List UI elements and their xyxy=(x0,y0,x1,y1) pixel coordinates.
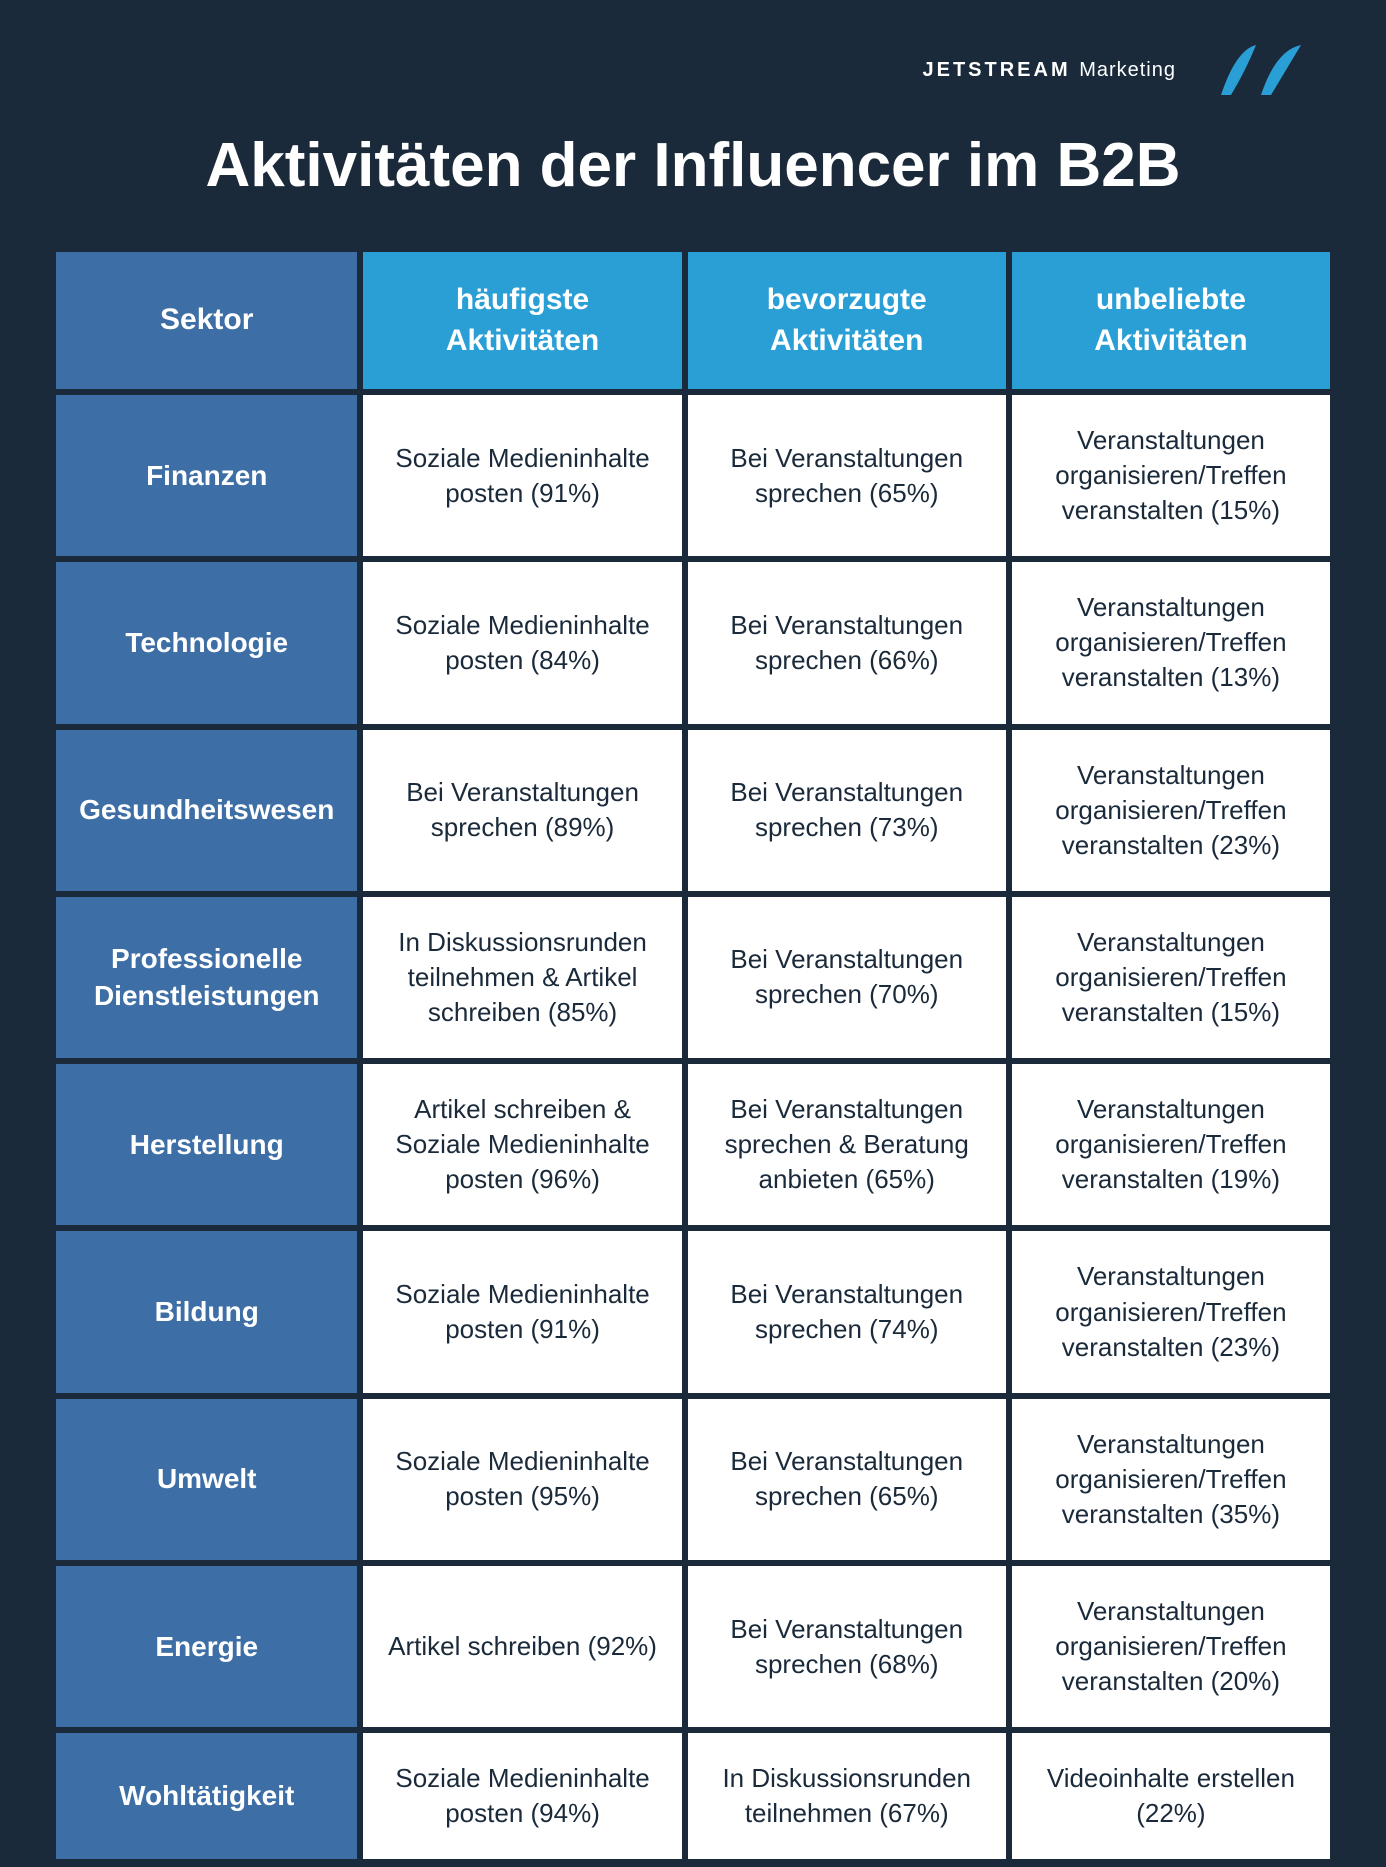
table-header-row: Sektor häufigste Aktivitäten bevorzugte … xyxy=(56,252,1330,389)
table-cell: In Diskussionsrunden teilnehmen (67%) xyxy=(688,1733,1006,1859)
table-row: FinanzenSoziale Medieninhalte posten (91… xyxy=(56,395,1330,556)
col-header-sector: Sektor xyxy=(56,252,357,389)
col-header-unpopular: unbeliebte Aktivitäten xyxy=(1012,252,1330,389)
table-cell: Bei Veranstaltungen sprechen (65%) xyxy=(688,1399,1006,1560)
table-row: BildungSoziale Medieninhalte posten (91%… xyxy=(56,1231,1330,1392)
table-cell: Bei Veranstaltungen sprechen & Beratung … xyxy=(688,1064,1006,1225)
table-cell: Bei Veranstaltungen sprechen (66%) xyxy=(688,562,1006,723)
table-row: EnergieArtikel schreiben (92%)Bei Verans… xyxy=(56,1566,1330,1727)
table-cell: Veranstaltungen organisieren/Treffen ver… xyxy=(1012,1566,1330,1727)
sector-label: Wohltätigkeit xyxy=(56,1733,357,1859)
table-cell: Soziale Medieninhalte posten (91%) xyxy=(363,395,681,556)
table-cell: Bei Veranstaltungen sprechen (89%) xyxy=(363,730,681,891)
col-header-preferred: bevorzugte Aktivitäten xyxy=(688,252,1006,389)
table-cell: Videoinhalte erstellen (22%) xyxy=(1012,1733,1330,1859)
table-cell: Veranstaltungen organisieren/Treffen ver… xyxy=(1012,395,1330,556)
sector-label: Technologie xyxy=(56,562,357,723)
table-cell: Veranstaltungen organisieren/Treffen ver… xyxy=(1012,1064,1330,1225)
table-cell: Soziale Medieninhalte posten (84%) xyxy=(363,562,681,723)
table-row: GesundheitswesenBei Veranstaltungen spre… xyxy=(56,730,1330,891)
table-cell: Veranstaltungen organisieren/Treffen ver… xyxy=(1012,562,1330,723)
sector-label: Bildung xyxy=(56,1231,357,1392)
table-cell: Veranstaltungen organisieren/Treffen ver… xyxy=(1012,1399,1330,1560)
page-title: Aktivitäten der Influencer im B2B xyxy=(50,130,1336,201)
table-cell: Artikel schreiben (92%) xyxy=(363,1566,681,1727)
sector-label: Gesundheitswesen xyxy=(56,730,357,891)
table-cell: Veranstaltungen organisieren/Treffen ver… xyxy=(1012,897,1330,1058)
brand-text: JETSTREAM Marketing xyxy=(923,59,1177,82)
sector-label: Umwelt xyxy=(56,1399,357,1560)
table-cell: Bei Veranstaltungen sprechen (68%) xyxy=(688,1566,1006,1727)
table-row: TechnologieSoziale Medieninhalte posten … xyxy=(56,562,1330,723)
table-cell: Soziale Medieninhalte posten (95%) xyxy=(363,1399,681,1560)
sector-label: Energie xyxy=(56,1566,357,1727)
table-cell: Bei Veranstaltungen sprechen (65%) xyxy=(688,395,1006,556)
table-cell: Veranstaltungen organisieren/Treffen ver… xyxy=(1012,730,1330,891)
page-header: JETSTREAM Marketing xyxy=(50,40,1336,100)
sector-label: Herstellung xyxy=(56,1064,357,1225)
table-row: UmweltSoziale Medieninhalte posten (95%)… xyxy=(56,1399,1330,1560)
table-row: HerstellungArtikel schreiben & Soziale M… xyxy=(56,1064,1330,1225)
table-cell: Soziale Medieninhalte posten (91%) xyxy=(363,1231,681,1392)
col-header-frequent: häufigste Aktivitäten xyxy=(363,252,681,389)
sector-label: Finanzen xyxy=(56,395,357,556)
sector-label: Professionelle Dienstleistungen xyxy=(56,897,357,1058)
table-cell: Bei Veranstaltungen sprechen (70%) xyxy=(688,897,1006,1058)
table-cell: Veranstaltungen organisieren/Treffen ver… xyxy=(1012,1231,1330,1392)
table-cell: Bei Veranstaltungen sprechen (74%) xyxy=(688,1231,1006,1392)
table-row: Professionelle DienstleistungenIn Diskus… xyxy=(56,897,1330,1058)
activities-table: Sektor häufigste Aktivitäten bevorzugte … xyxy=(50,246,1336,1865)
table-cell: In Diskussionsrunden teilnehmen & Artike… xyxy=(363,897,681,1058)
brand-suffix: Marketing xyxy=(1079,59,1176,81)
brand-logo-icon xyxy=(1206,40,1316,100)
table-cell: Artikel schreiben & Soziale Medieninhalt… xyxy=(363,1064,681,1225)
table-cell: Bei Veranstaltungen sprechen (73%) xyxy=(688,730,1006,891)
table-row: WohltätigkeitSoziale Medieninhalte poste… xyxy=(56,1733,1330,1859)
brand-name: JETSTREAM xyxy=(923,59,1071,81)
table-cell: Soziale Medieninhalte posten (94%) xyxy=(363,1733,681,1859)
